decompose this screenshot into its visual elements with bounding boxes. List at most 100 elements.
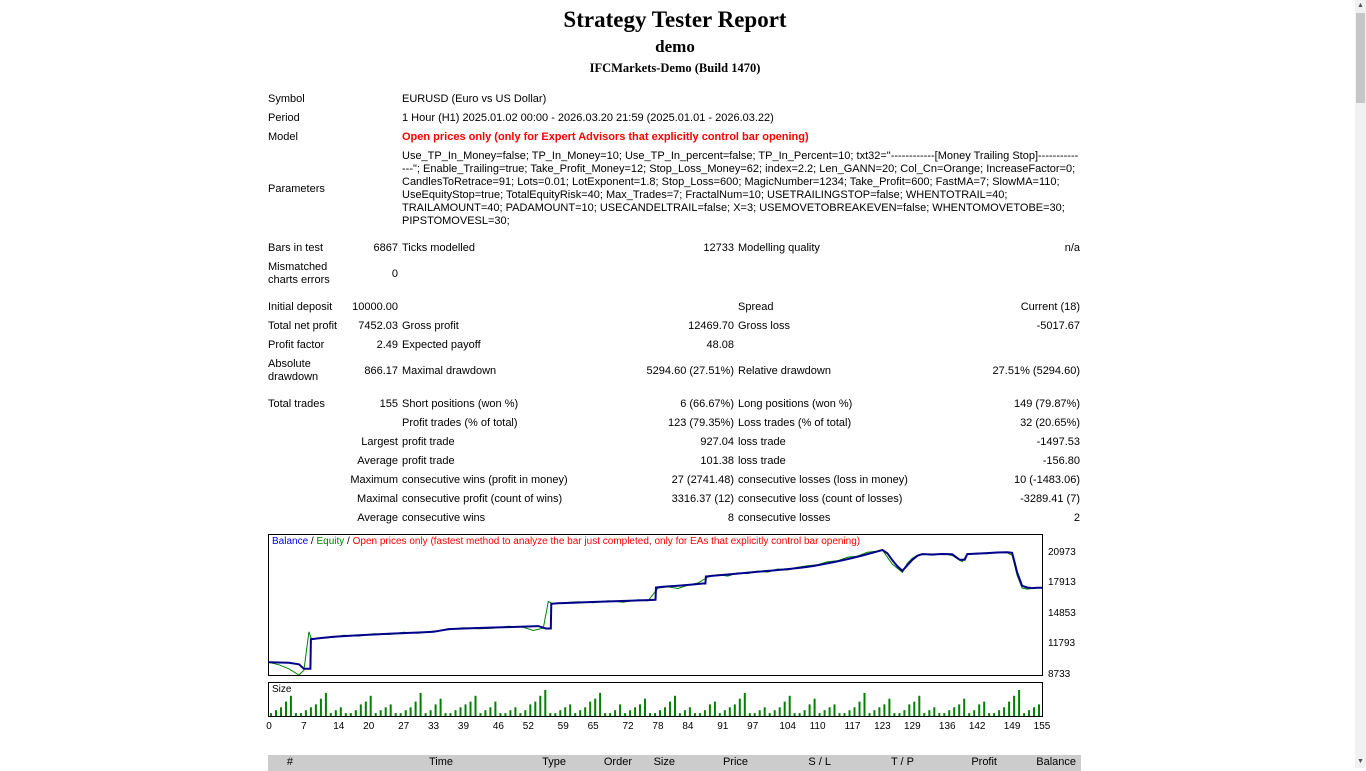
report-cell: Profit trades (% of total) [402,417,518,429]
size-bar [853,707,856,716]
report-cell [400,258,596,290]
x-axis-label: 136 [938,721,956,732]
x-axis-label: 97 [747,721,759,732]
report-row: Bars in test 6867 Ticks modelled 12733 Model… [266,239,1082,258]
size-bar [289,695,292,716]
size-bar [554,713,557,716]
legend-equity-label: Equity [316,536,345,547]
size-bar [539,695,542,716]
size-bar [868,713,871,716]
report-cell [596,298,736,317]
report-row: Initial deposit 10000.00 Spread Current (18… [266,298,1082,317]
x-axis-label: 46 [492,721,504,732]
report-cell: Open prices only (only for Expert Adviso… [402,131,809,143]
report-cell: Ticks modelled [402,242,475,254]
size-bar [983,701,986,716]
report-cell [266,414,400,433]
size-bar [494,701,497,716]
report-cell: Absolute drawdown [268,358,319,383]
size-bar [579,710,582,716]
report-cell: consecutive wins (profit in money) [402,474,568,486]
report-cell: Modelling quality [738,242,820,254]
size-bar [270,713,272,716]
size-bar [479,713,482,716]
size-bar [883,704,886,716]
size-bar [753,713,756,716]
vertical-scrollbar[interactable]: ▲ ▼ [1355,0,1366,768]
report-cell: loss trade [738,455,786,467]
size-bar [669,701,671,716]
size-bar [314,704,317,716]
size-bar [723,710,726,716]
size-bar [519,713,522,716]
report-cell: 48.08 [706,339,734,351]
scroll-up-icon[interactable]: ▲ [1357,2,1364,9]
size-chart-label: Size [272,684,292,695]
scroll-down-icon[interactable]: ▼ [1357,758,1364,765]
balance-chart-svg [269,548,1042,675]
size-bar [374,713,377,716]
size-bar [549,713,552,716]
report-cell: Initial deposit [268,301,333,313]
x-axis-label: 14 [333,721,345,732]
size-bar [953,707,956,716]
size-bar [414,701,417,716]
size-bar [324,692,327,716]
report-row: Average consecutive wins 8 consecutive loss… [266,509,1082,528]
report-row: Total trades 155 Short positions (won %) 6 … [266,395,1082,414]
size-bar [524,710,527,716]
size-bar [364,701,367,716]
trade-table-column-header: Time [428,756,453,768]
report-cell: 10000.00 [352,301,398,313]
size-bar [634,707,637,716]
size-bar [923,713,926,716]
trade-table-column-header: # [286,756,293,768]
report-row: Absolute drawdown 866.17 Maximal drawdown 5… [266,355,1082,387]
size-bar [449,713,452,716]
size-bar [843,713,846,716]
balance-line [269,548,1042,670]
size-bar [783,701,786,716]
report-cell: consecutive loss (count of losses) [738,493,903,505]
size-bar [878,707,881,716]
size-bar [444,713,447,716]
report-cell: -156.80 [1042,455,1080,467]
scrollbar-thumb[interactable] [1356,13,1365,103]
report-cell: 123 (79.35%) [667,417,734,429]
x-axis-label: 27 [398,721,410,732]
report-cell: Loss trades (% of total) [738,417,852,429]
legend-model-note: Open prices only (fastest method to anal… [352,536,861,547]
size-bar [474,695,477,716]
size-bar [738,698,741,716]
size-bar [354,710,357,716]
size-bar [888,698,891,716]
size-bar [788,695,791,716]
size-bar [848,710,851,716]
report-row: Maximal consecutive profit (count of wins… [266,490,1082,509]
size-bar [818,713,821,716]
report-cell: consecutive profit (count of wins) [402,493,563,505]
size-bar [544,690,547,716]
size-bar [529,704,532,716]
strategy-tester-report: Strategy Tester Report demo IFCMarkets-D… [266,0,1084,733]
report-cell: 27 (2741.48) [671,474,734,486]
size-bar [938,713,941,716]
report-table: Symbol EURUSD (Euro vs US Dollar) Period 1 … [266,90,1082,528]
report-cell: Average [357,512,398,524]
report-cell: 149 (79.87%) [1013,398,1080,410]
size-bar [698,713,701,716]
size-bar [299,713,302,716]
size-bar [718,713,721,716]
size-bar [419,692,422,716]
size-bar [683,710,686,716]
report-cell: Use_TP_In_Money=false; TP_In_Money=10; U… [402,150,1079,227]
size-bar [808,704,811,716]
size-bar [973,710,976,716]
size-bar [1003,707,1006,716]
report-cell: Gross profit [402,320,459,332]
report-cell: 8 [727,512,734,524]
report-cell: Maximum [350,474,398,486]
legend-separator: / [344,536,353,547]
size-bar [828,707,831,716]
size-bar [1033,707,1035,716]
